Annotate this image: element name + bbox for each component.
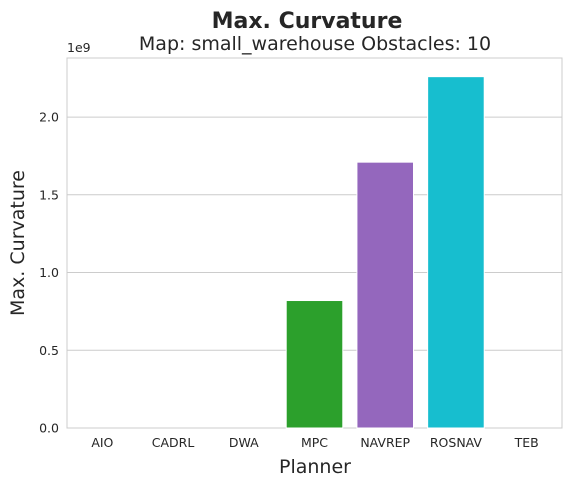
y-axis-label: Max. Curvature [7, 170, 29, 316]
x-tick-label-teb: TEB [514, 435, 539, 450]
x-axis-label: Planner [279, 456, 351, 478]
x-tick-label-mpc: MPC [301, 435, 328, 450]
chart-title: Max. Curvature [212, 9, 403, 34]
x-tick-labels: AIO CADRL DWA MPC NAVREP ROSNAV TEB [91, 435, 538, 450]
bar-mpc [285, 300, 344, 429]
bar-rosnav [427, 76, 485, 429]
x-tick-label-rosnav: ROSNAV [430, 435, 483, 450]
y-offset-label: 1e9 [67, 40, 91, 55]
x-tick-label-cadrl: CADRL [152, 435, 195, 450]
y-tick-label: 1.0 [39, 265, 59, 280]
y-tick-label: 2.0 [39, 110, 59, 125]
y-tick-label: 0.0 [39, 421, 59, 436]
x-tick-label-dwa: DWA [229, 435, 259, 450]
bars [285, 76, 485, 429]
chart-subtitle: Map: small_warehouse Obstacles: 10 [139, 33, 491, 55]
y-tick-label: 1.5 [39, 187, 59, 202]
x-tick-label-navrep: NAVREP [360, 435, 410, 450]
y-tick-label: 0.5 [39, 343, 59, 358]
bar-navrep [356, 161, 414, 429]
x-tick-label-aio: AIO [91, 435, 113, 450]
y-tick-labels: 0.0 0.5 1.0 1.5 2.0 [39, 110, 59, 436]
